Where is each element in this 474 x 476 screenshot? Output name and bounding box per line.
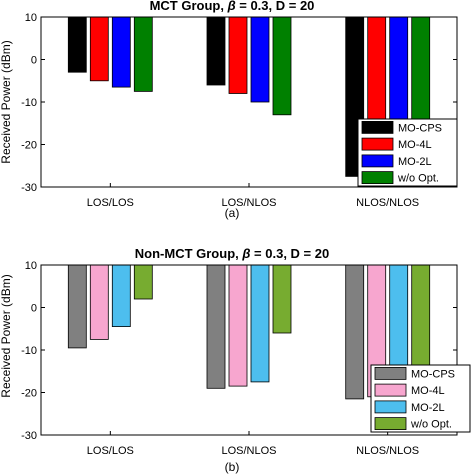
chart-panel-a: MCT Group, β = 0.3, D = 20 Received Powe… <box>0 0 458 220</box>
y-tick-label: 10 <box>25 260 37 272</box>
y-tick-label: 0 <box>31 55 37 67</box>
bar-mo-2l-0 <box>111 264 131 327</box>
bar-w-o-opt--0 <box>133 264 153 300</box>
y-tick-label: 10 <box>25 12 37 24</box>
bar-mo-4l-1 <box>228 264 248 387</box>
bar-mo-cps-0 <box>67 16 87 73</box>
legend-entry: MO-4L <box>411 385 445 397</box>
y-tick-label: -10 <box>21 345 37 357</box>
legend-entry: MO-2L <box>398 156 432 168</box>
bar-mo-cps-1 <box>206 264 226 389</box>
legend-swatch <box>361 154 394 168</box>
bar-mo-cps-0 <box>67 264 87 349</box>
title-text-prefix: MCT Group, <box>150 0 228 13</box>
legend-entry: MO-CPS <box>411 368 455 380</box>
figure-caption: (b) <box>225 460 240 474</box>
legend-swatch <box>374 417 407 431</box>
legend-swatch <box>361 121 394 134</box>
y-tick-label: -20 <box>21 140 37 152</box>
x-tick-label: NLOS/NLOS <box>356 197 419 209</box>
bar-w-o-opt--1 <box>272 264 292 334</box>
title-text-suffix: = 0.3, D = 20 <box>250 246 329 261</box>
bar-w-o-opt--0 <box>133 16 153 92</box>
legend-entry: MO-CPS <box>398 122 442 134</box>
y-tick-label: -30 <box>21 182 37 194</box>
y-tick-label: -30 <box>21 430 37 442</box>
title-text-beta: β <box>227 0 236 13</box>
legend-entry: MO-2L <box>411 402 445 414</box>
x-tick-label: NLOS/NLOS <box>356 445 419 457</box>
bar-mo-4l-0 <box>89 16 109 82</box>
bar-mo-2l-0 <box>111 16 131 88</box>
bar-mo-cps-2 <box>345 264 365 400</box>
bar-mo-2l-1 <box>250 16 270 103</box>
title-text-suffix: = 0.3, D = 20 <box>236 0 315 13</box>
bar-mo-2l-1 <box>250 264 270 383</box>
legend-swatch <box>374 383 407 397</box>
legend-swatch <box>374 400 407 414</box>
chart-panel-b: Non-MCT Group, β = 0.3, D = 20 Received … <box>0 246 471 474</box>
x-tick-label: LOS/NLOS <box>221 197 276 209</box>
y-tick-label: -20 <box>21 388 37 400</box>
x-tick-label: LOS/NLOS <box>221 445 276 457</box>
bar-mo-cps-1 <box>206 16 226 86</box>
y-axis-label: Received Power (dBm) <box>0 274 13 397</box>
legend-swatch <box>374 366 407 380</box>
figure-caption: (a) <box>225 206 240 220</box>
legend-swatch <box>361 171 394 185</box>
title-text-beta: β <box>241 246 250 261</box>
bar-mo-4l-0 <box>89 264 109 340</box>
legend-entry: MO-4L <box>398 139 432 151</box>
x-tick-label: LOS/LOS <box>87 197 134 209</box>
title-text-prefix: Non-MCT Group, <box>135 246 243 261</box>
legend-entry: w/o Opt. <box>397 173 439 185</box>
y-tick-label: -10 <box>21 97 37 109</box>
bar-w-o-opt--1 <box>272 16 292 116</box>
chart-title: Non-MCT Group, β = 0.3, D = 20 <box>135 246 329 261</box>
y-tick-label: 0 <box>31 303 37 315</box>
legend-swatch <box>361 137 394 151</box>
chart-title: MCT Group, β = 0.3, D = 20 <box>150 0 315 13</box>
legend-entry: w/o Opt. <box>410 419 452 431</box>
x-tick-label: LOS/LOS <box>87 445 134 457</box>
y-axis-label: Received Power (dBm) <box>0 40 13 163</box>
bar-mo-4l-1 <box>228 16 248 94</box>
